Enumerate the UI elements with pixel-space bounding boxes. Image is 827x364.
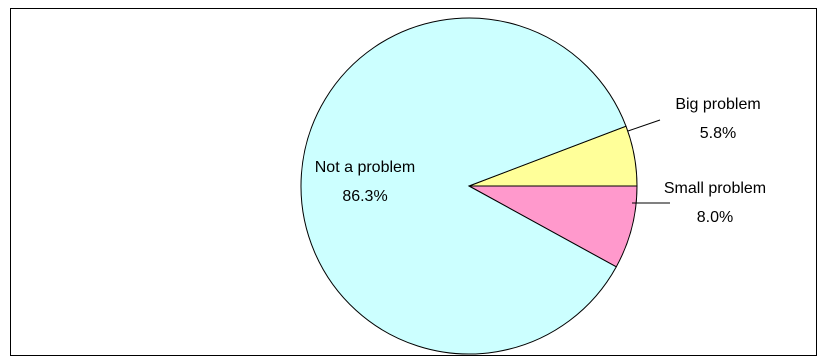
slice-value-small-problem: 8.0% [697,209,733,226]
slice-label-not-a-problem: Not a problem [315,159,416,176]
slice-label-small-problem: Small problem [664,180,766,197]
slice-label-big-problem: Big problem [675,96,760,113]
slice-value-big-problem: 5.8% [700,125,736,142]
slices-layer [300,17,638,355]
leader-lines-layer [627,119,670,204]
pie-slice-not-a-problem [300,17,627,355]
leader-line-big-problem [627,119,661,132]
labels-layer: Big problem 5.8% Small problem 8.0% Not a pr… [315,96,766,226]
slice-value-not-a-problem: 86.3% [342,188,387,205]
